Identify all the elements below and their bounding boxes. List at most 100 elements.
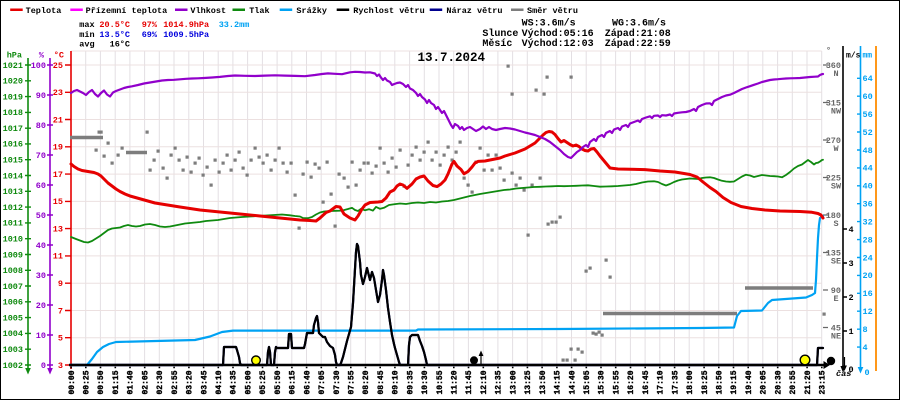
svg-text:40: 40 (36, 241, 46, 251)
svg-text:WG:3.6m/s: WG:3.6m/s (612, 18, 666, 30)
svg-text:25: 25 (53, 61, 63, 71)
svg-text:1013: 1013 (3, 187, 23, 197)
svg-text:19:15: 19:15 (730, 370, 739, 394)
svg-text:225: 225 (826, 173, 841, 183)
svg-text:11:45: 11:45 (465, 370, 474, 394)
svg-text:08:45: 08:45 (377, 370, 386, 394)
svg-text:1019: 1019 (3, 92, 23, 102)
svg-text:N: N (833, 69, 838, 79)
svg-text:04:10: 04:10 (215, 370, 224, 394)
svg-text:3: 3 (849, 259, 854, 269)
svg-text:1018: 1018 (3, 108, 23, 118)
svg-text:10:30: 10:30 (421, 370, 430, 394)
svg-text:18:00: 18:00 (686, 370, 695, 394)
svg-text:Rychlost větru: Rychlost větru (353, 6, 424, 16)
svg-text:12:10: 12:10 (480, 370, 489, 394)
svg-text:15:30: 15:30 (598, 370, 607, 394)
svg-text:00:50: 00:50 (97, 370, 106, 394)
svg-text:90: 90 (831, 286, 841, 296)
svg-text:19: 19 (53, 143, 63, 153)
svg-text:315: 315 (826, 98, 841, 108)
svg-text:52: 52 (863, 128, 873, 138)
svg-text:14:40: 14:40 (568, 370, 577, 394)
svg-text:1021: 1021 (3, 61, 23, 71)
svg-text:32: 32 (863, 217, 873, 227)
svg-text:15:55: 15:55 (612, 370, 621, 394)
svg-text:0: 0 (41, 361, 46, 371)
svg-text:1012: 1012 (3, 203, 23, 213)
svg-text:1020: 1020 (3, 77, 23, 87)
svg-text:16:45: 16:45 (642, 370, 651, 394)
svg-text:36: 36 (863, 200, 873, 210)
svg-text:1008: 1008 (3, 266, 23, 276)
svg-text:2: 2 (849, 293, 854, 303)
svg-text:Směr větru: Směr větru (527, 6, 578, 16)
svg-text:1009.5hPa: 1009.5hPa (163, 30, 209, 40)
svg-text:01:15: 01:15 (112, 370, 121, 394)
svg-text:1002: 1002 (3, 361, 23, 371)
svg-text:45: 45 (831, 323, 841, 333)
svg-text:9: 9 (58, 279, 63, 289)
svg-text:60: 60 (863, 92, 873, 102)
svg-text:90: 90 (36, 91, 46, 101)
svg-text:Východ:05:16: Východ:05:16 (522, 28, 594, 40)
svg-text:4: 4 (863, 343, 868, 353)
svg-text:°C: °C (54, 51, 64, 61)
svg-text:23:15: 23:15 (819, 370, 828, 394)
svg-text:19:40: 19:40 (745, 370, 754, 394)
svg-text:20:30: 20:30 (774, 370, 783, 394)
svg-text:23: 23 (53, 88, 63, 98)
svg-text:11:20: 11:20 (451, 370, 460, 394)
svg-text:1010: 1010 (3, 234, 23, 244)
svg-text:06:40: 06:40 (303, 370, 312, 394)
svg-text:1015: 1015 (3, 156, 23, 166)
svg-text:64: 64 (863, 74, 873, 84)
svg-text:07:55: 07:55 (348, 370, 357, 394)
svg-text:1016: 1016 (3, 140, 23, 150)
svg-text:0: 0 (865, 368, 870, 378)
svg-text:13: 13 (53, 224, 63, 234)
svg-text:18:25: 18:25 (701, 370, 710, 394)
svg-text:Východ:12:03: Východ:12:03 (522, 38, 594, 50)
svg-text:02:55: 02:55 (171, 370, 180, 394)
svg-text:60: 60 (36, 181, 46, 191)
svg-text:10:55: 10:55 (436, 370, 445, 394)
svg-text:SW: SW (831, 182, 842, 192)
svg-text:03:45: 03:45 (200, 370, 209, 394)
svg-text:max: max (79, 20, 94, 30)
svg-text:hPa: hPa (7, 51, 22, 61)
svg-text:15:05: 15:05 (583, 370, 592, 394)
svg-text:17: 17 (53, 170, 63, 180)
svg-text:13:00: 13:00 (509, 370, 518, 394)
svg-text:1014.9hPa: 1014.9hPa (163, 20, 209, 30)
svg-text:15: 15 (53, 197, 63, 207)
svg-text:Přízemní teplota: Přízemní teplota (86, 6, 168, 16)
svg-text:135: 135 (826, 248, 841, 258)
svg-text:12: 12 (863, 307, 873, 317)
svg-text:12:35: 12:35 (495, 370, 504, 394)
svg-text:S: S (833, 219, 838, 229)
svg-text:NW: NW (831, 107, 842, 117)
svg-text:40: 40 (863, 182, 873, 192)
svg-text:05:50: 05:50 (274, 370, 283, 394)
svg-text:13:25: 13:25 (524, 370, 533, 394)
svg-text:100: 100 (31, 61, 46, 71)
svg-text:02:05: 02:05 (141, 370, 150, 394)
svg-text:14:15: 14:15 (554, 370, 563, 394)
svg-text:07:30: 07:30 (333, 370, 342, 394)
svg-text:270: 270 (826, 136, 841, 146)
svg-text:08:20: 08:20 (362, 370, 371, 394)
svg-text:E: E (833, 294, 838, 304)
svg-text:28: 28 (863, 235, 873, 245)
svg-text:1011: 1011 (3, 219, 23, 229)
svg-text:09:35: 09:35 (406, 370, 415, 394)
svg-text:1003: 1003 (3, 345, 23, 355)
svg-text:21: 21 (53, 115, 63, 125)
svg-text:56: 56 (863, 110, 873, 120)
svg-text:1006: 1006 (3, 298, 23, 308)
svg-text:21:20: 21:20 (804, 370, 813, 394)
svg-text:80: 80 (36, 121, 46, 131)
svg-text:1014: 1014 (3, 171, 23, 181)
svg-text:10: 10 (36, 331, 46, 341)
svg-text:1017: 1017 (3, 124, 23, 134)
